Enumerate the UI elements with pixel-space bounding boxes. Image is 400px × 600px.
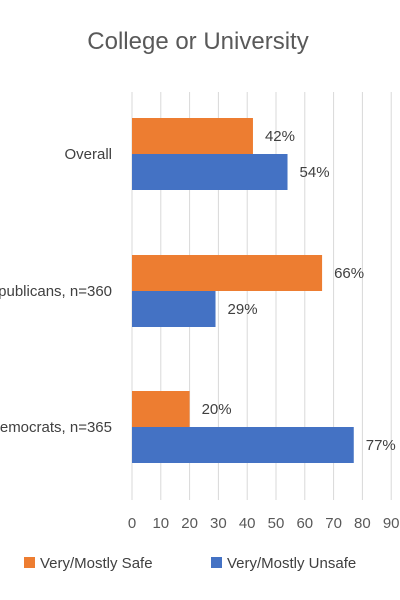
- x-tick-label-50: 50: [268, 515, 285, 532]
- data-label-safe-0: 42%: [265, 128, 295, 145]
- x-tick-label-70: 70: [325, 515, 342, 532]
- data-label-unsafe-0: 54%: [300, 164, 330, 181]
- x-tick-label-90: 90: [383, 515, 400, 532]
- bars: [132, 118, 354, 463]
- legend-swatch-unsafe: [211, 557, 222, 568]
- bar-safe-0: [132, 118, 253, 154]
- x-tick-label-30: 30: [210, 515, 227, 532]
- bar-safe-1: [132, 255, 323, 291]
- bar-unsafe-1: [132, 291, 216, 327]
- legend-label-unsafe: Very/Mostly Unsafe: [227, 555, 356, 572]
- category-label-2: Democrats, n=365: [0, 419, 112, 436]
- x-axis-ticks: 0 10 20 30 40 50 60 70 80 90: [128, 515, 400, 532]
- category-labels: Overall Republicans, n=360 Democrats, n=36…: [0, 146, 112, 436]
- data-label-unsafe-2: 77%: [366, 437, 396, 454]
- x-tick-label-20: 20: [181, 515, 198, 532]
- x-tick-label-0: 0: [128, 515, 136, 532]
- x-tick-label-80: 80: [354, 515, 371, 532]
- chart-title: College or University: [87, 28, 308, 55]
- bar-unsafe-2: [132, 427, 354, 463]
- data-label-unsafe-1: 29%: [228, 301, 258, 318]
- x-tick-label-40: 40: [239, 515, 256, 532]
- x-tick-label-60: 60: [296, 515, 313, 532]
- x-tick-label-10: 10: [152, 515, 169, 532]
- legend-swatch-safe: [24, 557, 35, 568]
- data-labels: 42% 54% 66% 29% 20% 77%: [202, 128, 396, 454]
- data-label-safe-2: 20%: [202, 401, 232, 418]
- category-label-1: Republicans, n=360: [0, 283, 112, 300]
- bar-safe-2: [132, 391, 190, 427]
- data-label-safe-1: 66%: [334, 265, 364, 282]
- bar-unsafe-0: [132, 154, 288, 190]
- legend-label-safe: Very/Mostly Safe: [40, 555, 153, 572]
- category-label-0: Overall: [64, 146, 112, 163]
- legend: Very/Mostly Safe Very/Mostly Unsafe: [24, 555, 356, 572]
